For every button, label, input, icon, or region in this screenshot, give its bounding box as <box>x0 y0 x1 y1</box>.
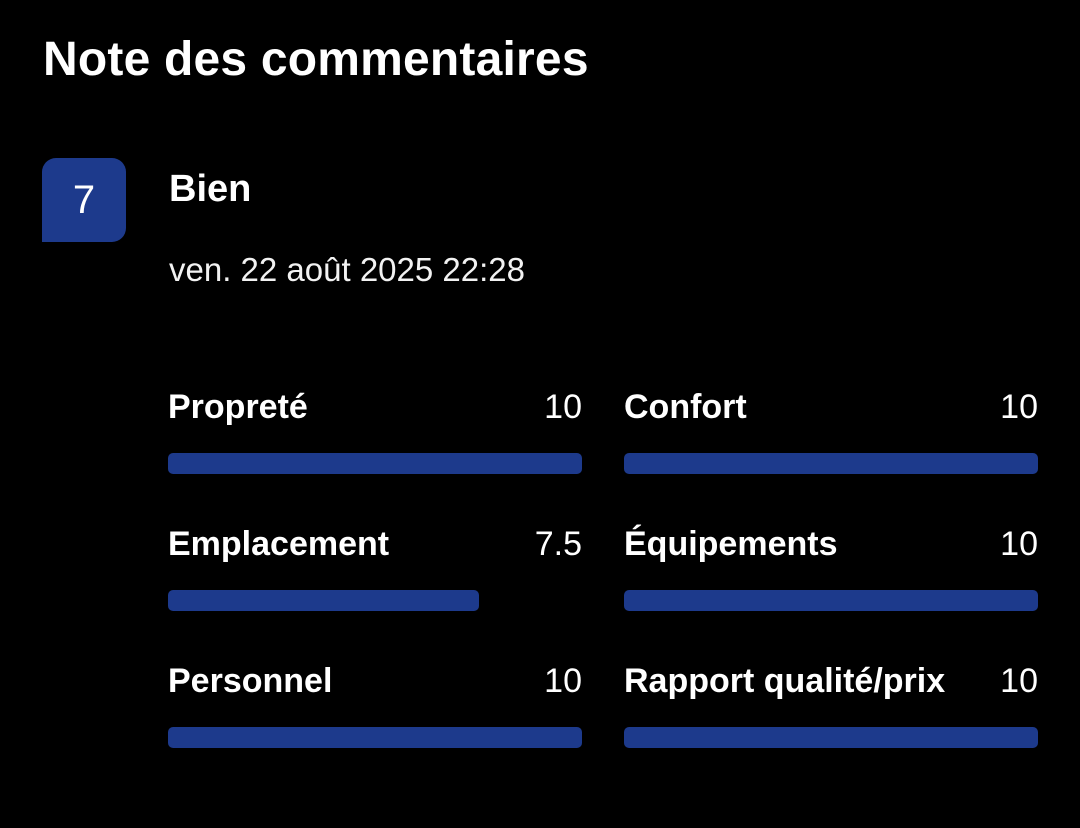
category-value: 10 <box>1000 662 1038 700</box>
category-value: 10 <box>1000 525 1038 563</box>
category-location: Emplacement 7.5 <box>168 523 582 623</box>
category-cleanliness: Propreté 10 <box>168 386 582 486</box>
category-progress-fill <box>168 453 582 474</box>
category-name: Emplacement <box>168 525 390 563</box>
category-progress-fill <box>168 590 479 611</box>
category-progress-fill <box>168 727 582 748</box>
category-name: Confort <box>624 388 747 426</box>
category-comfort: Confort 10 <box>624 386 1038 486</box>
category-value: 7.5 <box>534 525 582 563</box>
category-value: 10 <box>544 662 582 700</box>
category-name: Propreté <box>168 388 308 426</box>
score-badge: 7 <box>42 158 126 242</box>
category-name: Personnel <box>168 662 333 700</box>
score-label: Bien <box>169 168 252 210</box>
category-progress-bar <box>624 590 1038 611</box>
category-value: 10 <box>1000 388 1038 426</box>
page-title: Note des commentaires <box>43 33 589 86</box>
category-value: 10 <box>544 388 582 426</box>
category-progress-bar <box>168 590 582 611</box>
category-progress-bar <box>624 727 1038 748</box>
category-value-for-money: Rapport qualité/prix 10 <box>624 660 1038 760</box>
category-progress-fill <box>624 590 1038 611</box>
category-facilities: Équipements 10 <box>624 523 1038 623</box>
category-name: Équipements <box>624 525 838 563</box>
review-date: ven. 22 août 2025 22:28 <box>169 251 525 288</box>
category-progress-bar <box>168 453 582 474</box>
category-staff: Personnel 10 <box>168 660 582 760</box>
category-progress-bar <box>168 727 582 748</box>
category-progress-fill <box>624 453 1038 474</box>
category-progress-bar <box>624 453 1038 474</box>
category-name: Rapport qualité/prix <box>624 662 946 700</box>
category-progress-fill <box>624 727 1038 748</box>
